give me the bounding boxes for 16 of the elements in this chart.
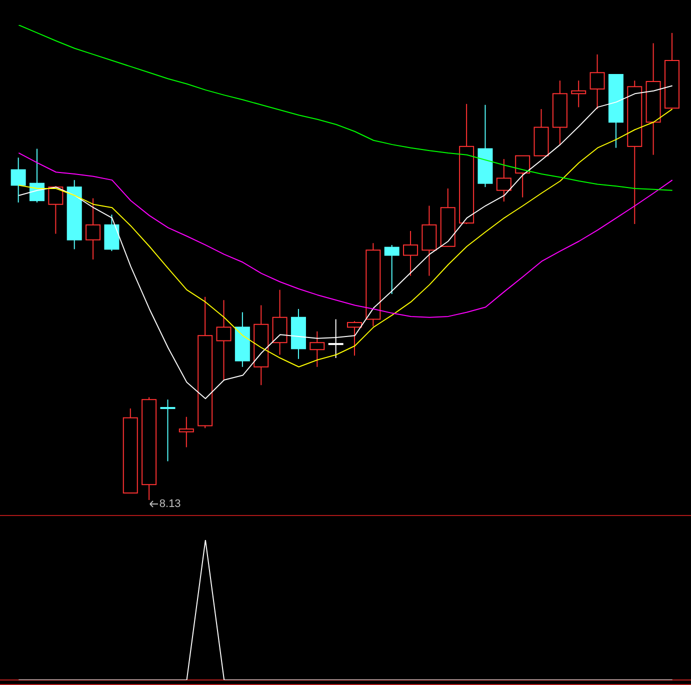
candlestick bbox=[48, 186, 64, 234]
candlestick bbox=[10, 157, 26, 203]
candlestick bbox=[403, 230, 418, 276]
candlestick bbox=[590, 54, 605, 110]
candlestick bbox=[328, 318, 344, 359]
candlestick bbox=[347, 320, 362, 356]
candlestick bbox=[160, 399, 176, 462]
candlestick bbox=[216, 300, 232, 380]
candlestick bbox=[571, 80, 586, 108]
candlestick bbox=[515, 155, 530, 198]
candlestick bbox=[384, 244, 400, 295]
candlestick bbox=[86, 198, 101, 260]
candlestick bbox=[178, 416, 194, 448]
candlestick bbox=[310, 330, 325, 368]
annotation: 8.13 bbox=[159, 498, 181, 510]
candlestick bbox=[496, 158, 512, 202]
